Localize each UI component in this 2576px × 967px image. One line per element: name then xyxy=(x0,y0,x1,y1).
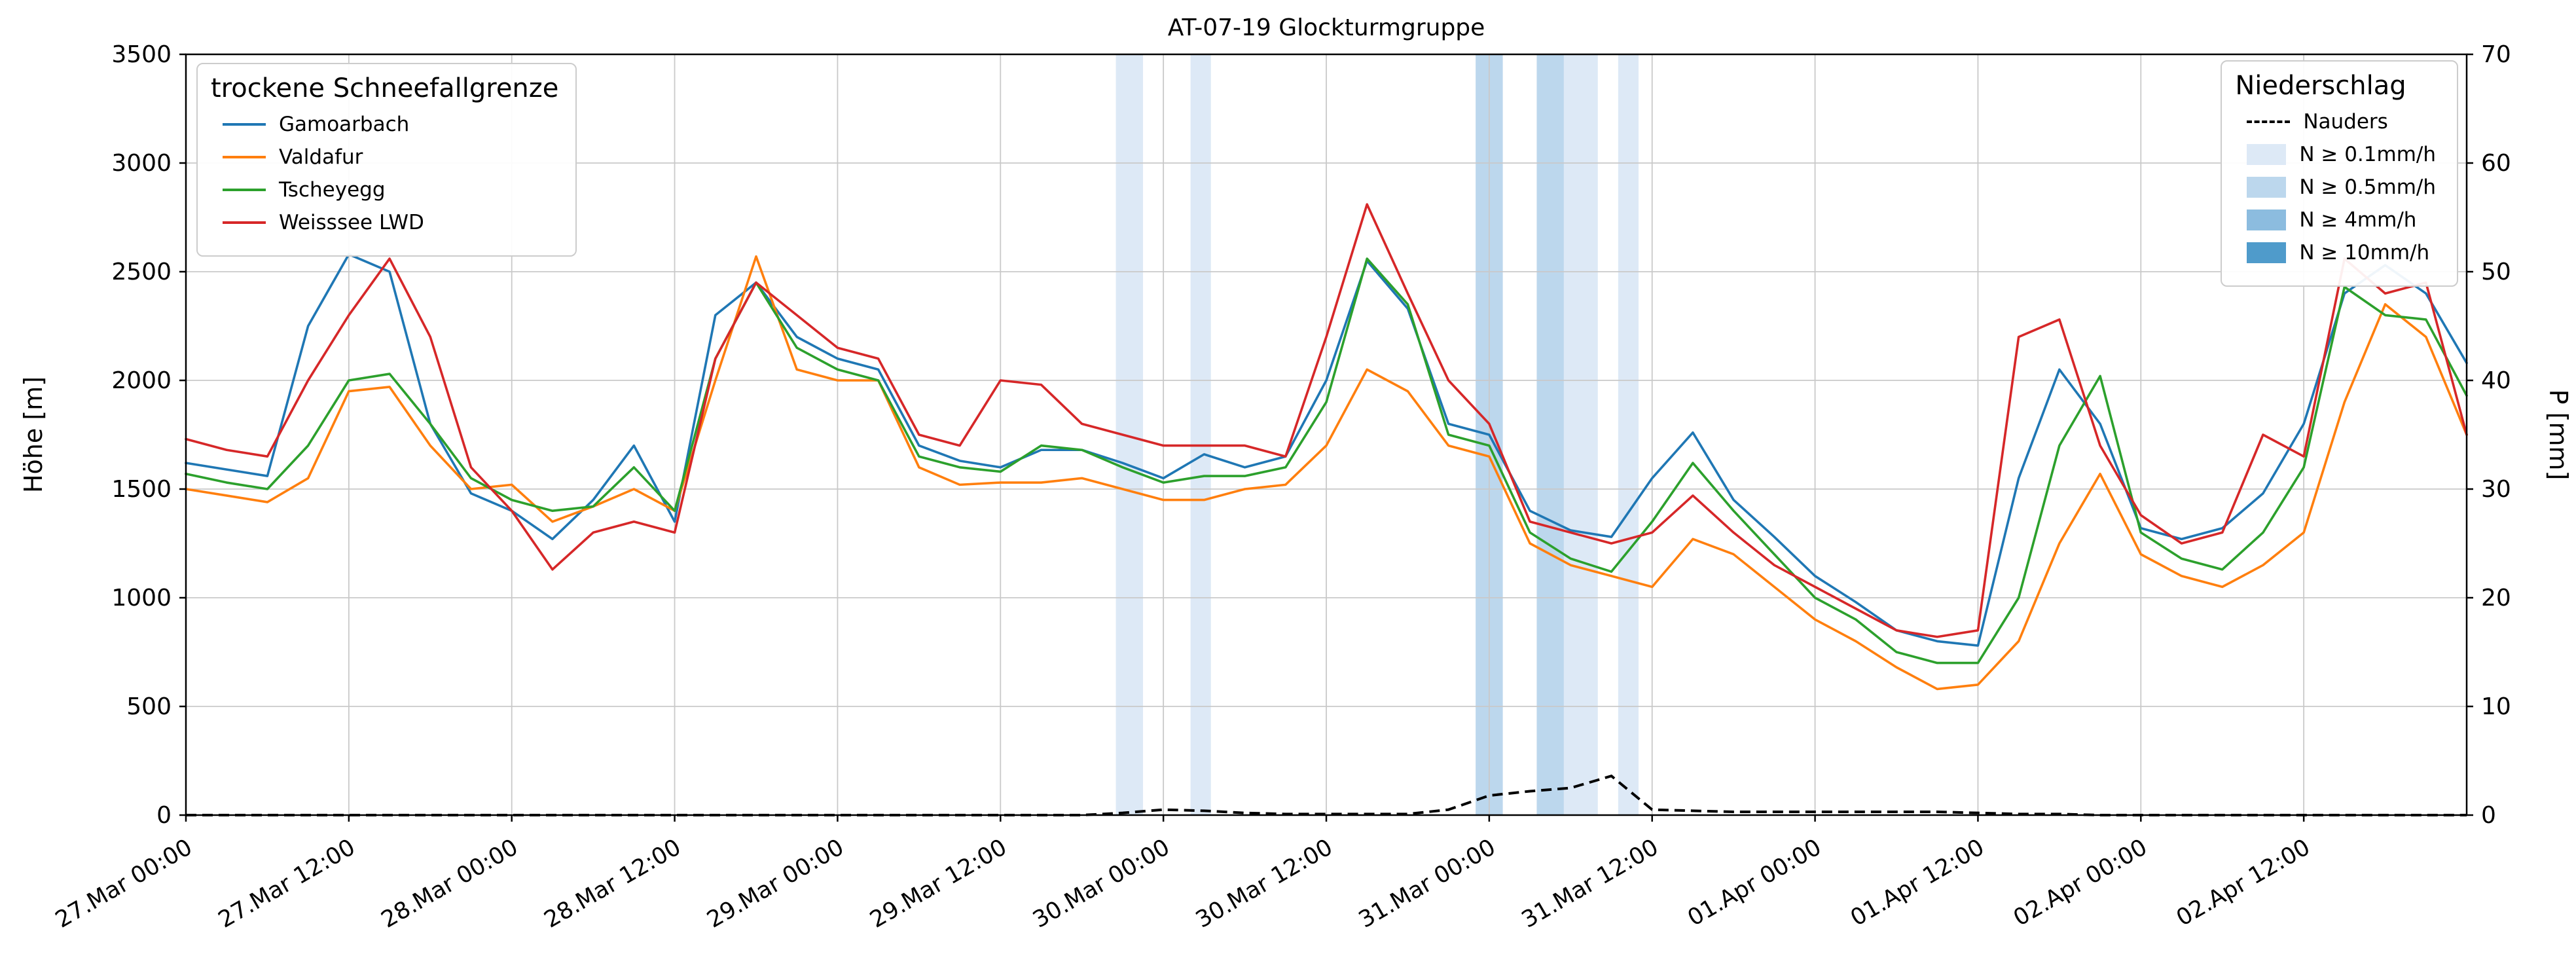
precip-band xyxy=(1563,54,1598,815)
legend-item-n-0-5: N ≥ 0.5mm/h xyxy=(2247,175,2436,199)
legend-item-weisssee-lwd: Weisssee LWD xyxy=(223,211,554,234)
y-left-tick-label: 2000 xyxy=(111,367,172,394)
x-tick-label: 01.Apr 00:00 xyxy=(1683,834,1826,932)
y-left-axis-label: Höhe [m] xyxy=(19,376,48,493)
y-right-tick-label: 0 xyxy=(2481,802,2496,829)
legend-item-valdafur: Valdafur xyxy=(223,145,554,169)
y-left-tick-label: 500 xyxy=(126,693,172,720)
y-left-tick-label: 1500 xyxy=(111,476,172,503)
x-tick-label: 28.Mar 12:00 xyxy=(540,834,685,933)
x-tick-label: 31.Mar 12:00 xyxy=(1517,834,1663,933)
legend-label-weisssee-lwd: Weisssee LWD xyxy=(279,211,424,234)
y-right-tick-label: 20 xyxy=(2481,585,2511,611)
y-right-axis-label: P [mm] xyxy=(2544,390,2573,481)
y-right-tick-label: 50 xyxy=(2481,259,2511,285)
y-left-tick-label: 2500 xyxy=(111,259,172,285)
x-tick-label: 30.Mar 00:00 xyxy=(1028,834,1174,933)
legend-precipitation: Niederschlag Nauders N ≥ 0.1mm/h N ≥ 0.5… xyxy=(2221,60,2458,287)
x-tick-label: 31.Mar 00:00 xyxy=(1354,834,1500,933)
x-tick-label: 28.Mar 00:00 xyxy=(377,834,522,933)
legend-label-tscheyegg: Tscheyegg xyxy=(279,178,386,202)
band-swatch-0-5mmh xyxy=(2247,177,2287,198)
series-line-tscheyegg xyxy=(185,257,2468,665)
legend-precipitation-title: Niederschlag xyxy=(2235,71,2406,101)
legend-item-gamoarbach: Gamoarbach xyxy=(223,113,554,136)
x-tick-label: 27.Mar 12:00 xyxy=(214,834,359,933)
y-right-tick-label: 40 xyxy=(2481,367,2511,394)
y-left-tick-label: 3500 xyxy=(111,41,172,68)
y-right-tick-label: 70 xyxy=(2481,41,2511,68)
valdafur-line-swatch xyxy=(223,156,266,158)
precip-bands-layer xyxy=(1116,54,1639,815)
legend-label-n-10: N ≥ 10mm/h xyxy=(2299,241,2430,265)
y-left-tick-label: 0 xyxy=(156,802,172,829)
series-line-weisssee-lwd xyxy=(185,203,2468,638)
band-swatch-0-1mmh xyxy=(2247,144,2287,165)
legend-label-n-0-5: N ≥ 0.5mm/h xyxy=(2299,175,2436,199)
chart-title: AT-07-19 Glockturmgruppe xyxy=(1167,14,1485,41)
legend-item-n-10: N ≥ 10mm/h xyxy=(2247,241,2436,265)
x-tick-label: 02.Apr 00:00 xyxy=(2009,834,2152,932)
band-swatch-10mmh xyxy=(2247,242,2287,263)
weisssee-lwd-line-swatch xyxy=(223,221,266,224)
tscheyegg-line-swatch xyxy=(223,189,266,191)
precip-band xyxy=(1536,54,1564,815)
nauders-dashed-line-swatch xyxy=(2247,120,2291,123)
precip-band xyxy=(1190,54,1211,815)
x-tick-label: 29.Mar 12:00 xyxy=(865,834,1011,933)
y-left-tick-label: 3000 xyxy=(111,150,172,177)
y-left-tick-label: 1000 xyxy=(111,585,172,611)
legend-snowfall-title: trockene Schneefallgrenze xyxy=(211,73,559,103)
x-tick-label: 30.Mar 12:00 xyxy=(1191,834,1337,933)
series-line-valdafur xyxy=(185,255,2468,691)
y-right-tick-label: 60 xyxy=(2481,150,2511,177)
precip-band xyxy=(1618,54,1639,815)
legend-item-n-0-1: N ≥ 0.1mm/h xyxy=(2247,143,2436,166)
band-swatch-4mmh xyxy=(2247,210,2287,230)
x-tick-label: 29.Mar 00:00 xyxy=(703,834,848,933)
x-tick-label: 02.Apr 12:00 xyxy=(2172,834,2315,932)
legend-snowfall-line: trockene Schneefallgrenze Gamoarbach Val… xyxy=(196,63,577,257)
legend-label-n-0-1: N ≥ 0.1mm/h xyxy=(2299,143,2436,166)
legend-label-gamoarbach: Gamoarbach xyxy=(279,113,410,136)
legend-label-nauders: Nauders xyxy=(2303,110,2388,134)
x-tick-label: 01.Apr 12:00 xyxy=(1846,834,1989,932)
x-tick-label: 27.Mar 00:00 xyxy=(51,834,196,933)
legend-label-valdafur: Valdafur xyxy=(279,145,363,169)
legend-item-nauders: Nauders xyxy=(2247,110,2436,134)
y-right-tick-label: 30 xyxy=(2481,476,2511,503)
legend-item-n-4: N ≥ 4mm/h xyxy=(2247,208,2436,232)
gamoarbach-line-swatch xyxy=(223,123,266,126)
legend-label-n-4: N ≥ 4mm/h xyxy=(2299,208,2417,232)
legend-item-tscheyegg: Tscheyegg xyxy=(223,178,554,202)
y-right-tick-label: 10 xyxy=(2481,693,2511,720)
